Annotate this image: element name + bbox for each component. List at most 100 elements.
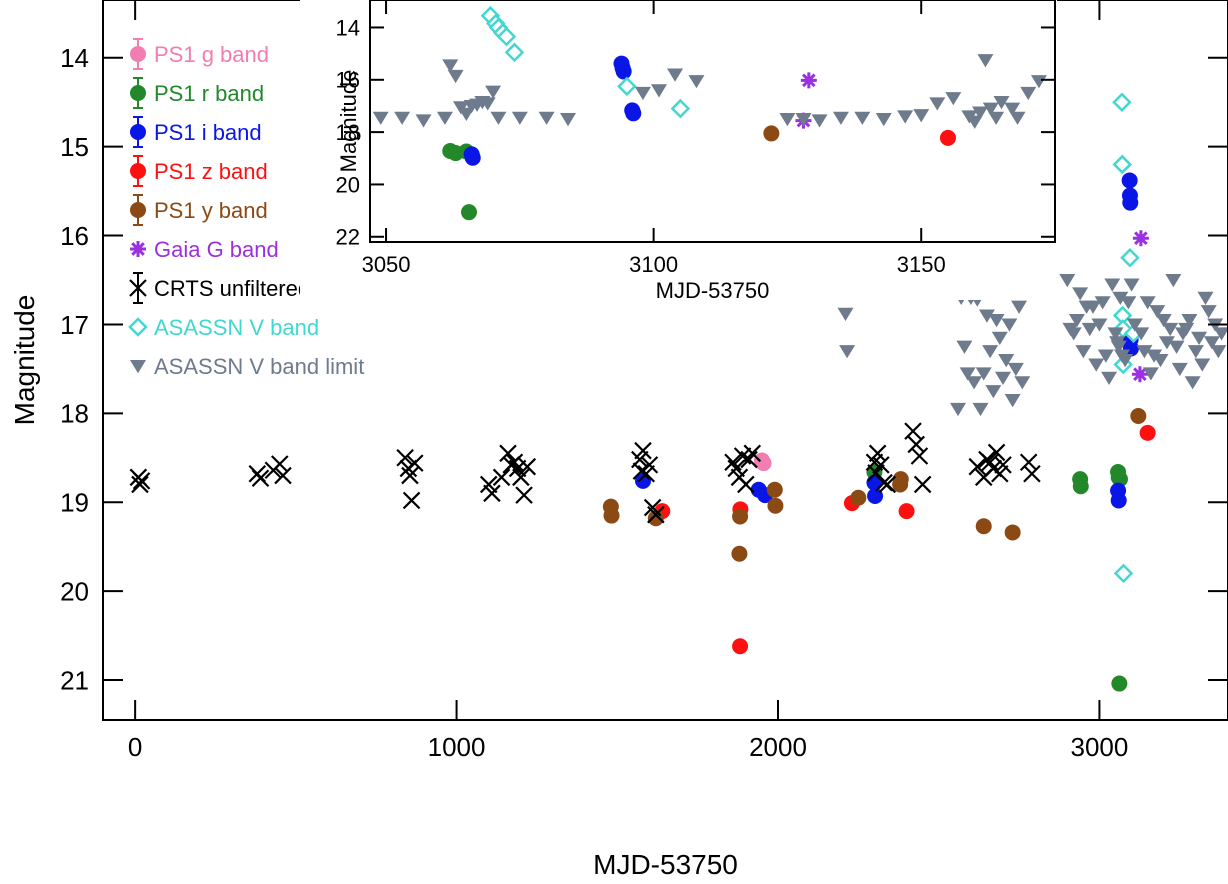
asassn-v-band-limit-point (982, 345, 999, 359)
asassn-v-band-limit-point (447, 69, 464, 84)
asassn-v-band-limit-point (854, 111, 871, 125)
y-tick-label: 14 (60, 43, 89, 73)
legend-label: CRTS unfiltered (154, 276, 310, 301)
crts-unfiltered-point (402, 491, 421, 510)
asassn-v-band-limit-point (1165, 274, 1182, 288)
asassn-v-band-limit-point (1091, 318, 1108, 332)
y-tick-label: 22 (336, 225, 360, 250)
crts-unfiltered-point (251, 469, 270, 487)
asassn-v-band-limit-point (1075, 345, 1092, 359)
x-tick-label: 0 (128, 732, 142, 762)
legend-item-crts-unfiltered: CRTS unfiltered (129, 272, 310, 304)
asassn-v-band-limit-point (1020, 86, 1037, 101)
crts-unfiltered-point (401, 466, 419, 485)
inset-background (300, 0, 1057, 300)
crts-unfiltered-point (1023, 465, 1041, 483)
asassn-v-band-point (617, 76, 637, 97)
legend-item-ps1-r-band: PS1 r band (130, 77, 264, 109)
asassn-v-band-limit-point (1072, 287, 1089, 301)
crts-unfiltered-point (724, 453, 742, 471)
asassn-v-band-limit-point (1120, 296, 1137, 310)
asassn-v-band-limit-point (1213, 327, 1228, 341)
ps1-y-band-point (766, 481, 783, 498)
asassn-v-band-limit-point (1110, 340, 1127, 354)
crts-unfiltered-point (131, 475, 149, 494)
crts-unfiltered-point (515, 486, 533, 504)
asassn-v-band-limit-point (975, 367, 992, 381)
asassn-v-band-limit-point (998, 354, 1015, 368)
x-tick-label: 3150 (897, 252, 946, 277)
asassn-v-band-limit-point (1094, 296, 1111, 310)
ps1-y-band-point (975, 518, 992, 535)
asassn-v-band-limit-point (1194, 358, 1211, 372)
asassn-v-band-limit-point (978, 309, 995, 323)
legend-item-asassn-v-band: ASASSN V band (128, 315, 319, 340)
ps1-y-band-point (603, 507, 620, 524)
asassn-v-band-limit-point (650, 84, 667, 98)
crts-unfiltered-point (872, 456, 890, 474)
asassn-v-band-limit-point (436, 111, 453, 125)
crts-unfiltered-point (492, 468, 511, 487)
inset-panel: 3050 3100 3150 14 16 18 20 22 MJD-53750 Magnitu… (300, 0, 1057, 303)
ps1-y-band-point (892, 471, 909, 488)
asassn-v-band-limit-point (982, 102, 999, 116)
asassn-v-band-point (496, 26, 517, 47)
asassn-v-band-limit-point (1004, 102, 1021, 116)
legend-marker-asassn-v-band-limit (130, 360, 146, 374)
y-tick-label: 20 (336, 172, 360, 197)
asassn-v-band-limit-point (1142, 367, 1159, 381)
crts-unfiltered-point (499, 444, 517, 463)
ps1-i-band-point (1122, 194, 1139, 211)
asassn-v-band-point (670, 98, 691, 119)
x-tick-label: 2000 (749, 732, 807, 762)
asassn-v-band-limit-point (1197, 291, 1214, 305)
asassn-v-band-limit-point (972, 402, 989, 417)
asassn-v-band-point (1112, 154, 1133, 175)
asassn-v-band-limit-point (1001, 318, 1018, 332)
asassn-v-band-limit-point (988, 314, 1005, 328)
x-tick-label: 3050 (362, 252, 411, 277)
asassn-v-band-limit-point (995, 371, 1011, 385)
asassn-v-band-limit-point (415, 114, 432, 128)
asassn-v-band-limit-point (1139, 296, 1156, 310)
ps1-z-band-point (1139, 424, 1156, 441)
x-tick-label: 3100 (629, 252, 678, 277)
asassn-v-band-limit-point (511, 111, 528, 125)
ps1-z-band-point (732, 638, 749, 655)
legend-label: ASASSN V band limit (154, 354, 364, 379)
asassn-v-band-limit-point (966, 115, 983, 129)
crts-unfiltered-point (913, 475, 932, 494)
asassn-v-band-limit-point (1178, 322, 1195, 337)
legend-item-ps1-z-band: PS1 z band (130, 155, 268, 187)
asassn-v-band-limit-point (972, 106, 989, 120)
asassn-v-band-limit-point (1112, 291, 1129, 305)
asassn-v-band-limit-point (1168, 340, 1185, 354)
asassn-v-band-limit-point (945, 92, 962, 106)
inset-x-axis-label: MJD-53750 (656, 278, 770, 303)
asassn-v-band-limit-point (1203, 336, 1220, 350)
asassn-v-band-limit-point (837, 307, 854, 321)
asassn-v-band-limit-point (1117, 354, 1134, 368)
asassn-v-band-limit-point (1007, 362, 1024, 377)
legend-item-asassn-v-band-limit: ASASSN V band limit (130, 354, 364, 379)
asassn-v-band-limit-point (1152, 354, 1169, 368)
main-y-axis-label: Magnitude (9, 295, 40, 426)
asassn-v-band-limit-point (1081, 322, 1098, 337)
main-marks (129, 92, 1228, 692)
gaia-g-band-point (1131, 366, 1148, 383)
crts-unfiltered-point (743, 444, 762, 463)
asassn-v-band-limit-point (1123, 278, 1140, 292)
legend-label: PS1 i band (154, 120, 262, 145)
main-plot-frame (102, 0, 1228, 721)
asassn-v-band-limit-point (1187, 345, 1204, 359)
asassn-v-band-limit-point (1085, 300, 1101, 314)
ps1-i-band-point (625, 105, 642, 122)
crts-unfiltered-point (512, 468, 530, 487)
asassn-v-band-limit-point (988, 111, 1005, 125)
asassn-v-band-limit-point (1011, 300, 1028, 314)
ps1-y-band-point (731, 545, 748, 562)
legend-label: PS1 y band (154, 198, 268, 223)
asassn-v-band-point (504, 42, 525, 63)
asassn-v-band-limit-point (985, 385, 1002, 399)
asassn-v-band-limit-point (458, 107, 475, 122)
